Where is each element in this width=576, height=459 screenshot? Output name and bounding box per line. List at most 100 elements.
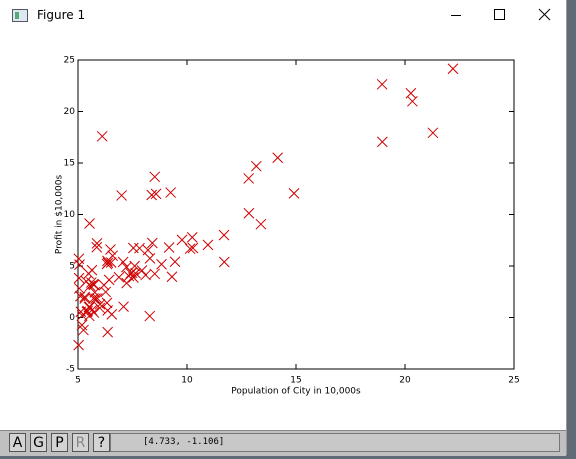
marker-x <box>150 188 162 200</box>
data-point <box>144 310 156 322</box>
data-point <box>84 280 96 292</box>
marker-x <box>202 239 214 251</box>
marker-x <box>184 243 196 255</box>
marker-x <box>101 258 113 270</box>
marker-x <box>105 244 116 255</box>
data-point <box>117 256 129 268</box>
plot-frame <box>77 59 515 370</box>
data-point <box>92 293 103 304</box>
data-point <box>118 301 129 313</box>
data-point <box>288 188 300 199</box>
marker-x <box>117 256 129 268</box>
marker-x <box>272 152 284 164</box>
data-point <box>218 256 230 268</box>
data-point <box>163 242 175 253</box>
toolbar-button[interactable]: ? <box>93 433 110 452</box>
marker-x <box>121 261 132 273</box>
marker-x <box>88 307 100 318</box>
marker-x <box>73 339 85 351</box>
toolbar-button[interactable]: P <box>51 433 68 452</box>
data-point <box>149 171 161 183</box>
toolbar-button[interactable]: A <box>9 433 26 452</box>
data-point <box>272 152 284 164</box>
marker-x <box>88 293 99 304</box>
marker-x <box>100 286 112 298</box>
x-tick-label: 10 <box>181 376 193 386</box>
data-point <box>85 277 97 288</box>
app-icon <box>12 9 28 22</box>
marker-x <box>163 242 175 253</box>
marker-x <box>165 187 177 198</box>
data-point <box>427 127 439 139</box>
marker-x <box>82 305 93 317</box>
toolbar-button[interactable]: R <box>72 433 89 452</box>
marker-x <box>218 256 230 268</box>
marker-x <box>144 253 156 264</box>
marker-x <box>243 207 255 219</box>
data-point <box>82 305 93 317</box>
marker-x <box>142 244 154 256</box>
marker-x <box>376 78 388 90</box>
marker-x <box>96 130 108 142</box>
marker-x <box>255 218 267 230</box>
data-point <box>176 234 188 246</box>
marker-x <box>166 271 178 283</box>
y-tick-label: 10 <box>64 210 76 220</box>
data-point <box>186 232 198 243</box>
marker-x <box>86 264 98 276</box>
close-button[interactable] <box>535 5 555 25</box>
marker-x <box>102 326 114 338</box>
maximize-button[interactable] <box>490 5 510 25</box>
marker-x <box>128 242 139 254</box>
marker-x <box>156 258 167 270</box>
marker-x <box>84 280 96 292</box>
marker-x <box>73 272 85 284</box>
data-point <box>166 271 178 283</box>
data-point <box>169 256 181 268</box>
coordinates-display: [4.733, -1.106] <box>110 433 560 452</box>
marker-x <box>407 95 418 107</box>
marker-x <box>130 267 141 279</box>
data-point <box>165 187 177 198</box>
marker-x <box>118 301 129 313</box>
marker-x <box>427 127 439 139</box>
x-tick-label: 5 <box>75 376 81 386</box>
data-point <box>140 269 151 281</box>
marker-x <box>102 305 114 316</box>
data-point <box>121 277 132 289</box>
data-point <box>101 258 113 270</box>
marker-x <box>113 271 125 283</box>
title-bar: Figure 1 <box>0 0 566 31</box>
data-point <box>84 218 95 229</box>
data-point <box>184 243 196 255</box>
toolbar-button[interactable]: G <box>30 433 47 452</box>
data-point <box>243 207 255 219</box>
data-point <box>128 242 139 254</box>
figure-window: Figure 1 5 10 15 20 25 -5 0 5 10 15 20 25 Population… <box>0 0 567 456</box>
y-tick-label: 25 <box>64 56 75 66</box>
marker-x <box>90 293 101 304</box>
marker-x <box>91 241 103 253</box>
data-point <box>149 268 161 280</box>
data-point <box>376 136 388 148</box>
marker-x <box>136 265 148 276</box>
marker-x <box>176 234 188 246</box>
y-tick-label: 15 <box>64 159 75 169</box>
data-point <box>113 271 125 283</box>
data-point <box>121 261 132 273</box>
data-point <box>73 253 85 265</box>
data-point <box>91 237 103 249</box>
data-point <box>100 286 112 298</box>
marker-x <box>144 310 156 322</box>
data-point <box>150 188 162 200</box>
y-tick-label: 5 <box>69 262 75 272</box>
data-point <box>102 326 114 338</box>
x-tick-label: 15 <box>290 376 301 386</box>
data-point <box>86 264 98 276</box>
marker-x <box>105 257 117 268</box>
data-point <box>187 242 199 254</box>
y-tick-label: -5 <box>66 365 75 375</box>
minimize-button[interactable] <box>446 5 466 25</box>
data-point <box>102 305 114 316</box>
